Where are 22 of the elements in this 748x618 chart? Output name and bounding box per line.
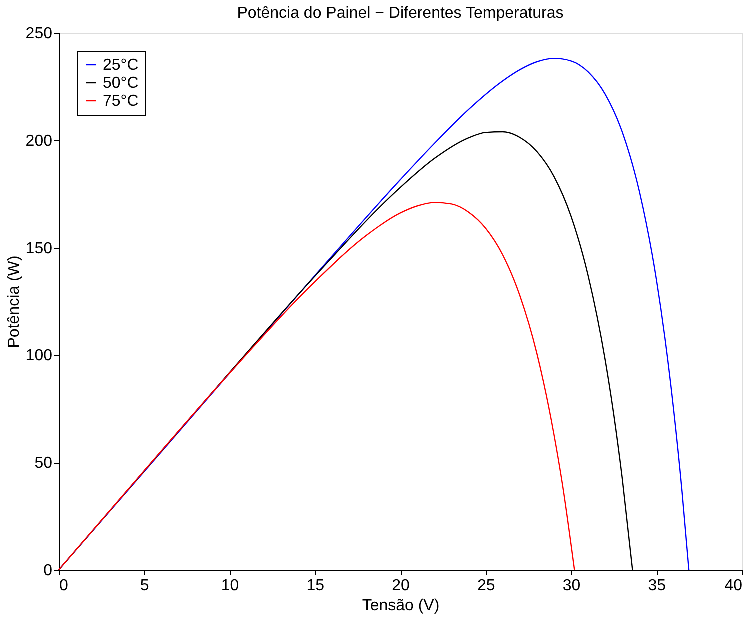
y-tick-label: 0 [44,562,53,580]
x-tick-label: 10 [221,578,240,594]
line-series [58,202,576,571]
x-tick-label: 25 [477,578,496,594]
legend-label: 25°C [103,57,139,74]
x-tick-label: 20 [392,578,410,594]
x-tick-label: 35 [648,578,666,594]
y-tick-label: 50 [34,455,53,472]
y-tick-label: 250 [26,26,53,42]
x-tick-label: 5 [140,578,150,594]
y-tick-label: 100 [26,348,53,365]
x-axis-title: Tensão (V) [362,598,440,614]
y-tick-label: 200 [26,132,53,150]
y-tick-label: 150 [26,240,53,258]
x-tick-label: 30 [562,578,581,594]
legend-label: 50°C [103,75,139,92]
x-tick-label: 15 [306,578,325,594]
x-tick-label: 40 [724,578,743,594]
y-axis-title: Potência (W) [6,256,23,348]
legend-label: 75°C [103,93,139,110]
chart-title: Potência do Painel − Diferentes Temperaturas [237,5,564,22]
x-tick-label: 0 [60,578,68,594]
